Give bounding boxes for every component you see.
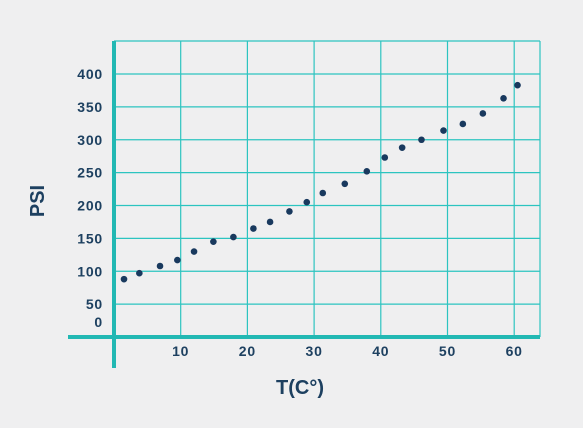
y-axis-title: PSI: [27, 185, 49, 217]
y-tick-label: 50: [86, 296, 103, 312]
data-point: [174, 256, 181, 264]
data-point: [459, 120, 467, 128]
x-tick-label: 40: [372, 343, 389, 359]
y-tick-label: 300: [77, 132, 103, 148]
x-tick-label: 50: [439, 343, 456, 359]
data-point: [120, 275, 128, 283]
x-tick-label: 60: [506, 343, 523, 359]
data-point: [250, 225, 257, 232]
data-point: [210, 238, 217, 245]
point-layer: [120, 81, 521, 283]
data-point: [341, 180, 349, 188]
y-tick-label: 400: [77, 66, 103, 82]
y-tick-label: 100: [77, 263, 103, 279]
x-tick-label: 20: [239, 343, 256, 359]
y-tick-label: 350: [77, 99, 103, 115]
data-point: [398, 144, 406, 151]
data-point: [136, 269, 143, 277]
y-tick-label: 250: [77, 165, 103, 181]
data-point: [286, 208, 293, 215]
x-tick-label: 10: [172, 343, 189, 359]
y-tick-label: 200: [77, 198, 103, 214]
x-tick-label: 30: [306, 343, 323, 359]
data-point: [319, 189, 327, 197]
data-point: [440, 127, 447, 134]
data-point: [381, 154, 389, 161]
data-point: [230, 233, 237, 241]
tick-layer: 10 20 30 40 50 60 0 50 100 150 200 250 300 350 400: [77, 66, 523, 359]
data-point: [156, 262, 164, 270]
y-tick-label: 0: [94, 314, 103, 330]
x-axis-title: T(C°): [276, 377, 324, 399]
grid-layer: [114, 40, 541, 337]
data-point: [479, 110, 487, 117]
data-point: [266, 218, 274, 226]
data-point: [363, 168, 371, 175]
data-point: [303, 198, 311, 206]
data-point: [418, 136, 425, 144]
axis-layer: [68, 41, 540, 368]
y-tick-label: 150: [77, 230, 103, 246]
data-point: [190, 248, 198, 255]
data-point: [514, 81, 521, 89]
data-point: [500, 95, 507, 102]
